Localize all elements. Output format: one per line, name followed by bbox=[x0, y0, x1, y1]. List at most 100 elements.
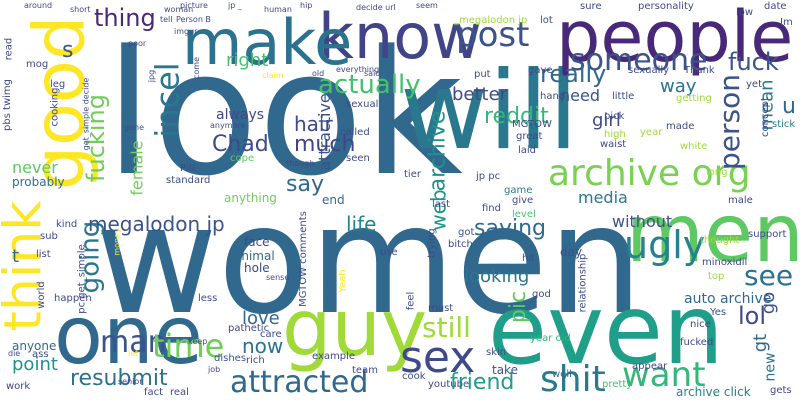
word-sexually: sexually bbox=[628, 65, 670, 76]
word-thank: Thank bbox=[684, 65, 715, 76]
word-happen: happen bbox=[54, 293, 92, 304]
word-money: money bbox=[112, 228, 122, 256]
word-put: put bbox=[474, 69, 491, 80]
word-though: though bbox=[286, 159, 315, 168]
word-take: take bbox=[492, 363, 518, 377]
word-world: world bbox=[35, 281, 47, 309]
word-think: think bbox=[0, 200, 54, 332]
word-friend: friend bbox=[450, 370, 515, 395]
word-great: great bbox=[516, 131, 543, 142]
word-im: Im bbox=[780, 17, 793, 28]
word-hip: hip bbox=[300, 1, 313, 10]
word-must: must bbox=[428, 303, 454, 314]
word-man: man bbox=[100, 325, 167, 360]
word-read: read bbox=[3, 37, 15, 61]
word-archive-click: archive click bbox=[676, 385, 751, 399]
word-trying: trying bbox=[426, 228, 438, 258]
word-male: male bbox=[728, 195, 753, 206]
word-gt: gt bbox=[750, 333, 772, 353]
word-give: give bbox=[512, 195, 534, 206]
word-end: end bbox=[322, 193, 345, 207]
word-web: web bbox=[426, 189, 451, 231]
word-jpg: jpg bbox=[147, 69, 157, 83]
word-gene: gene bbox=[124, 123, 144, 132]
word-well: well bbox=[552, 369, 572, 380]
word-list: list bbox=[36, 249, 51, 260]
word-real: real bbox=[170, 387, 189, 398]
word-face: face bbox=[244, 235, 270, 249]
word-archive: archive bbox=[425, 110, 451, 192]
word-will: will bbox=[400, 49, 579, 174]
word-thought: thought bbox=[700, 235, 740, 246]
word-new: new bbox=[762, 352, 779, 382]
word-feel: feel bbox=[405, 291, 417, 311]
word-cook: cook bbox=[402, 371, 426, 382]
word-day: day bbox=[560, 245, 583, 259]
word-jp-pc: jp pc bbox=[476, 171, 501, 182]
word-people: people bbox=[556, 0, 794, 78]
word-youtube: youtube bbox=[428, 379, 470, 390]
word-yes: Yes bbox=[710, 307, 727, 318]
word-post: post bbox=[456, 15, 530, 55]
word-around: around bbox=[24, 1, 53, 10]
word-example: example bbox=[312, 351, 356, 362]
word-god: god bbox=[532, 289, 551, 300]
word-claim: claim bbox=[262, 71, 284, 80]
word-animal: animal bbox=[234, 249, 275, 263]
word-waist: waist bbox=[600, 139, 627, 150]
word-long: long bbox=[706, 167, 728, 178]
word-megalodon-jp-2: _megalodon jp bbox=[454, 15, 528, 26]
word-concept: concept bbox=[759, 97, 771, 137]
word-relationship: relationship bbox=[577, 253, 589, 313]
word-sexual: sexual bbox=[346, 99, 379, 110]
word-level: level bbox=[512, 209, 536, 220]
word-female: female bbox=[127, 140, 147, 196]
word-senior: senior bbox=[118, 377, 143, 386]
word-go: go bbox=[758, 291, 780, 315]
word-mgtow: MGTOW bbox=[512, 119, 552, 130]
word-men: men bbox=[626, 187, 800, 280]
word-megalodon-jp: megalodon jp bbox=[88, 212, 225, 236]
word-use: use bbox=[380, 247, 398, 258]
word-old: old bbox=[312, 69, 325, 78]
word-hair: hair bbox=[294, 112, 333, 136]
word-picture: picture bbox=[180, 1, 208, 10]
word-ugly: ugly bbox=[624, 223, 706, 267]
word-shit: shit bbox=[540, 359, 606, 400]
word-lot: lot bbox=[540, 15, 553, 26]
word-hand: hand bbox=[540, 91, 566, 102]
word-leg: leg bbox=[50, 79, 66, 90]
word-now: now bbox=[242, 334, 284, 358]
word-pic: pic bbox=[506, 290, 532, 324]
word-care: care bbox=[260, 329, 282, 340]
word-anything: anything bbox=[224, 191, 277, 205]
word-know: know bbox=[318, 0, 482, 73]
word-pc-get-simple: pc get_simple bbox=[76, 244, 88, 314]
word-incel: incel bbox=[148, 62, 187, 138]
word-probably: probably bbox=[12, 175, 65, 189]
word-sub: sub bbox=[40, 231, 58, 242]
word-appear: appear bbox=[632, 361, 668, 372]
word-chad: Chad bbox=[212, 132, 269, 157]
word-saying: saying bbox=[474, 216, 546, 241]
word-human: human bbox=[264, 5, 292, 14]
word-laid: laid bbox=[518, 145, 537, 156]
word-game: game bbox=[504, 185, 533, 196]
word-pitt: Pitt bbox=[180, 163, 197, 174]
word-find: find bbox=[482, 203, 501, 214]
word-media: media bbox=[578, 188, 628, 207]
word-way: way bbox=[660, 76, 697, 97]
word-u: u bbox=[782, 94, 796, 119]
word-t: t bbox=[12, 246, 20, 267]
word-dishes: dishes bbox=[214, 353, 247, 364]
word-women: women bbox=[95, 174, 643, 348]
word-sense: sense bbox=[266, 273, 290, 282]
word-fucked: fucked bbox=[680, 337, 714, 348]
word-anyone: anyone bbox=[12, 339, 57, 353]
word-skin: skin bbox=[486, 347, 507, 358]
word-hit: hit bbox=[522, 253, 536, 264]
word-fact: fact bbox=[144, 387, 164, 398]
word-low: low bbox=[736, 7, 754, 18]
word-decide-url: decide url bbox=[356, 3, 396, 12]
word-jp-underscore: jp _ bbox=[228, 1, 242, 10]
